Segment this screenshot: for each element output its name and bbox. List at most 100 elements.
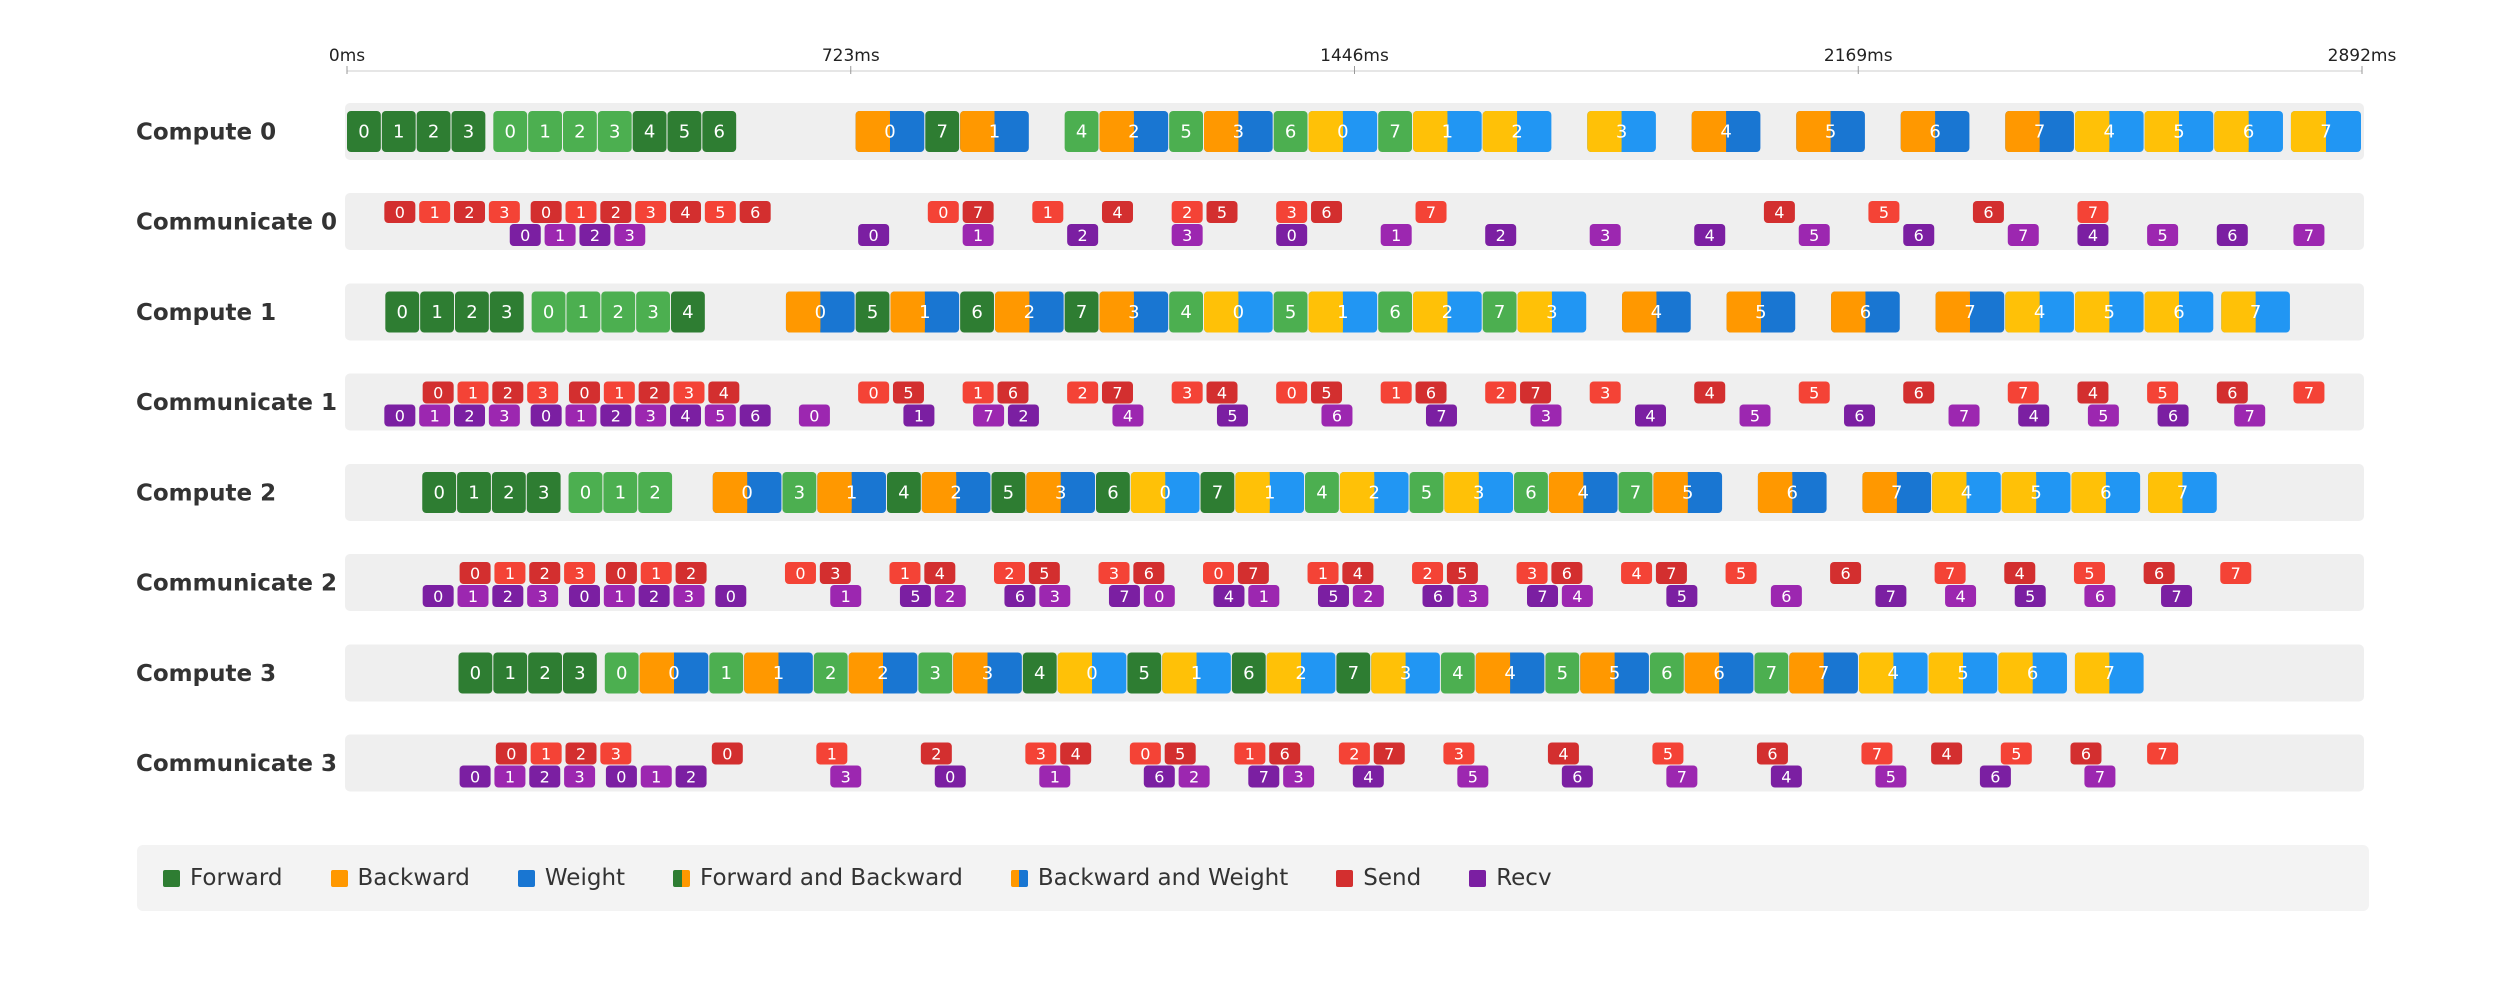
- block-backward-part: [953, 652, 988, 694]
- send-marker: [1101, 381, 1133, 404]
- block-forward: [1200, 472, 1235, 513]
- send-marker: [600, 742, 632, 765]
- recv-marker: [934, 585, 966, 607]
- block-label: 0: [543, 302, 554, 323]
- send-label: 1: [651, 564, 661, 583]
- send-label: 5: [1809, 384, 1819, 403]
- send-marker: [1868, 201, 1900, 223]
- send-event: 1: [530, 742, 562, 765]
- block-label: 1: [468, 483, 479, 504]
- block-backward-part: [1161, 472, 1166, 513]
- block-forward: [347, 111, 381, 152]
- block-label: 4: [1316, 483, 1327, 504]
- send-marker: [1861, 742, 1893, 765]
- block-backward-part: [1788, 472, 1793, 513]
- compute-block: 3: [1371, 652, 1440, 694]
- send-label: 2: [576, 745, 586, 764]
- send-label: 4: [1217, 384, 1227, 403]
- block-label: 1: [1442, 122, 1453, 143]
- block-label: 1: [539, 122, 550, 143]
- compute-block: 0: [422, 472, 457, 513]
- block-label: 6: [2243, 122, 2254, 143]
- send-label: 4: [1071, 745, 1081, 764]
- send-label: 6: [1562, 564, 1572, 583]
- send-marker: [673, 381, 705, 404]
- send-marker: [1311, 381, 1343, 404]
- compute-block: 3: [782, 472, 817, 513]
- block-label: 6: [1285, 122, 1296, 143]
- compute-block: 7: [2221, 291, 2290, 333]
- send-event: 7: [1101, 381, 1133, 404]
- recv-marker: [494, 765, 526, 788]
- recv-label: 3: [499, 407, 509, 426]
- block-label: 2: [1295, 663, 1306, 684]
- send-event: 4: [1621, 562, 1653, 584]
- recv-marker: [1635, 404, 1667, 427]
- recv-label: 2: [1363, 587, 1373, 606]
- send-event: 4: [1342, 562, 1374, 584]
- block-backward-part: [1204, 111, 1239, 152]
- block-forward: [493, 111, 528, 152]
- recv-label: 1: [468, 587, 478, 606]
- block-label: 4: [1076, 122, 1087, 143]
- recv-marker: [1039, 585, 1071, 607]
- compute-block: 7: [1336, 652, 1371, 694]
- block-backward-part: [2105, 291, 2110, 333]
- recv-marker: [1380, 224, 1412, 246]
- recv-marker: [1067, 224, 1099, 246]
- send-marker: [488, 201, 520, 223]
- send-label: 2: [611, 203, 621, 222]
- compute-block: 5: [1796, 111, 1865, 152]
- block-label: 7: [1766, 663, 1777, 684]
- legend-swatch: [1010, 869, 1028, 887]
- recv-label: 0: [616, 768, 626, 787]
- recv-event: 5: [1216, 404, 1248, 427]
- send-label: 0: [470, 564, 480, 583]
- send-event: 5: [892, 381, 924, 404]
- recv-label: 4: [1705, 226, 1715, 245]
- recv-marker: [1589, 224, 1621, 246]
- block-backward-part: [774, 652, 779, 694]
- recv-label: 3: [1468, 587, 1478, 606]
- recv-marker: [1694, 224, 1726, 246]
- block-label: 3: [609, 122, 620, 143]
- send-label: 3: [684, 384, 694, 403]
- block-label: 1: [1191, 663, 1202, 684]
- block-forward: [566, 291, 601, 333]
- send-event: 7: [2220, 562, 2252, 584]
- recv-label: 7: [2095, 768, 2105, 787]
- send-label: 1: [973, 384, 983, 403]
- block-backward-part: [921, 472, 957, 513]
- block-label: 1: [721, 663, 732, 684]
- send-marker: [711, 742, 743, 765]
- recv-label: 4: [1224, 587, 1234, 606]
- compute-block: 1: [1162, 652, 1231, 694]
- send-marker: [454, 201, 486, 223]
- recv-label: 5: [1328, 587, 1338, 606]
- compute-block: 1: [890, 291, 960, 333]
- block-backward-part: [2074, 111, 2110, 152]
- block-label: 5: [2030, 483, 2041, 504]
- recv-marker: [1457, 585, 1489, 607]
- compute-block: 4: [1064, 111, 1099, 152]
- block-backward-part: [983, 652, 988, 694]
- recv-label: 5: [1809, 226, 1819, 245]
- block-forward: [422, 472, 457, 513]
- send-label: 7: [973, 203, 983, 222]
- compute-block: 3: [597, 111, 632, 152]
- send-label: 2: [931, 745, 941, 764]
- block-label: 5: [679, 122, 690, 143]
- block-backward-part: [1162, 652, 1197, 694]
- legend-label: Forward: [190, 865, 283, 891]
- send-event: 4: [1694, 381, 1726, 404]
- recv-label: 2: [540, 768, 550, 787]
- block-backward-part: [1726, 291, 1761, 333]
- send-marker: [739, 201, 771, 223]
- block-forward: [1273, 291, 1308, 333]
- recv-label: 4: [1955, 587, 1965, 606]
- send-event: 4: [1547, 742, 1579, 765]
- send-marker: [1164, 742, 1196, 765]
- send-event: 7: [1861, 742, 1893, 765]
- block-label: 0: [1086, 663, 1097, 684]
- send-marker: [1060, 742, 1092, 765]
